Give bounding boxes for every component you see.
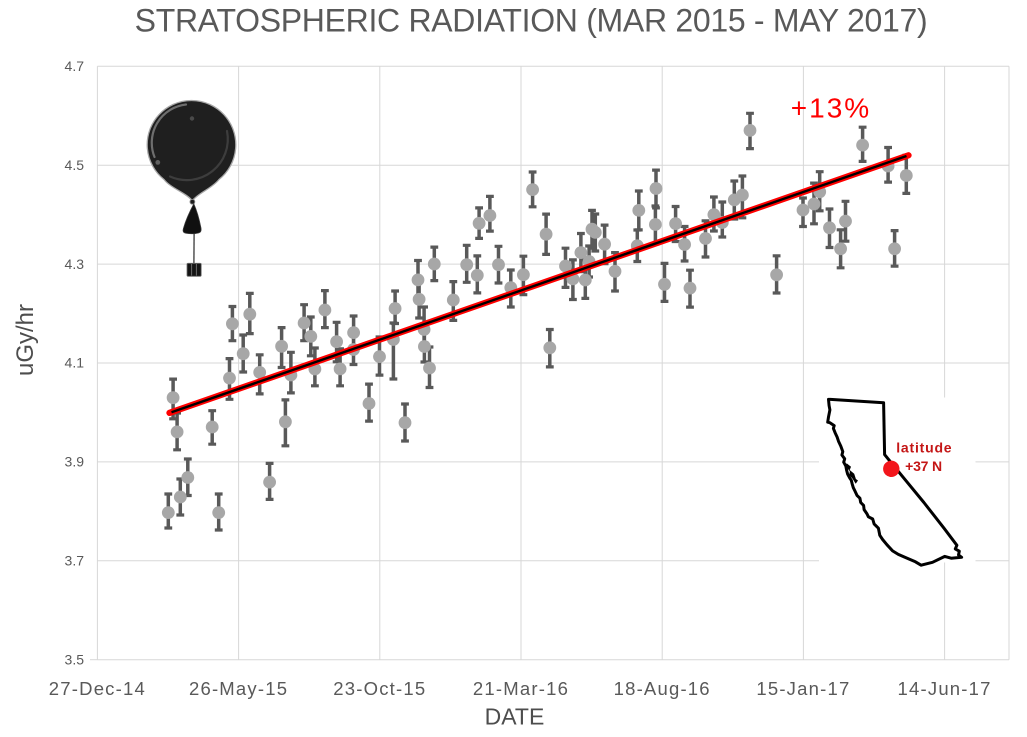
svg-text:3.9: 3.9 — [65, 454, 85, 470]
svg-text:23-Oct-15: 23-Oct-15 — [333, 678, 426, 699]
svg-text:26-May-15: 26-May-15 — [189, 678, 288, 699]
svg-text:3.5: 3.5 — [65, 651, 85, 667]
svg-text:3.7: 3.7 — [65, 553, 85, 569]
svg-text:+37 N: +37 N — [905, 458, 942, 474]
svg-text:18-Aug-16: 18-Aug-16 — [614, 678, 711, 699]
svg-text:4.1: 4.1 — [65, 355, 85, 371]
svg-text:latitude: latitude — [896, 440, 952, 456]
svg-text:14-Jun-17: 14-Jun-17 — [898, 678, 992, 699]
svg-text:STRATOSPHERIC RADIATION (MAR 2: STRATOSPHERIC RADIATION (MAR 2015 - MAY … — [135, 3, 928, 39]
svg-text:27-Dec-14: 27-Dec-14 — [49, 678, 146, 699]
svg-text:4.3: 4.3 — [65, 256, 85, 272]
svg-text:4.7: 4.7 — [65, 58, 85, 74]
svg-text:DATE: DATE — [485, 704, 545, 730]
svg-text:4.5: 4.5 — [65, 157, 85, 173]
svg-text:uGy/hr: uGy/hr — [12, 304, 39, 376]
svg-text:15-Jan-17: 15-Jan-17 — [756, 678, 850, 699]
svg-text:21-Mar-16: 21-Mar-16 — [473, 678, 569, 699]
svg-text:+13%: +13% — [791, 93, 871, 124]
